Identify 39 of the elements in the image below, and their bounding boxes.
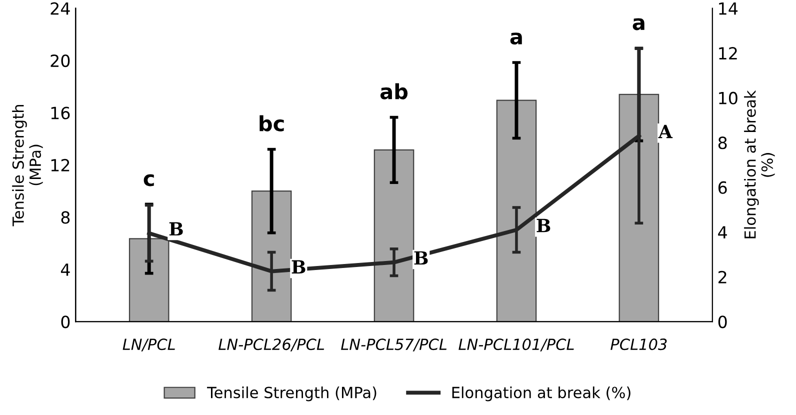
annotation: ab [380, 83, 408, 100]
legend-label: Tensile Strength (MPa) [207, 386, 376, 402]
x-tick-label: LN/PCL [122, 338, 175, 352]
x-tick-label: LN-PCL26/PCL [218, 338, 324, 352]
annotation: c [144, 174, 154, 186]
annotation: B [169, 222, 183, 236]
x-tick-label: LN-PCL57/PCL [341, 338, 447, 352]
y2-tick-label: 2 [718, 270, 726, 284]
bar [496, 100, 537, 322]
annotation: a [510, 32, 522, 45]
y2-tick-label: 6 [718, 181, 727, 194]
annotation: a [632, 18, 644, 30]
annotation: B [414, 251, 428, 265]
bar [618, 94, 660, 322]
y-tick-label: 24 [50, 2, 70, 15]
annotation: B [292, 260, 306, 274]
annotation: B [536, 218, 550, 232]
y2-tick-label: 4 [718, 226, 727, 238]
y-axis-title: Tensile Strength (MPa) [12, 104, 43, 226]
annotation: A [658, 124, 673, 138]
y2-tick-label: 12 [719, 47, 737, 60]
y2-tick-label: 8 [718, 136, 727, 150]
y2-tick-label: 14 [719, 2, 738, 15]
y-tick-label: 0 [61, 316, 70, 328]
y-tick-label: 8 [61, 211, 70, 224]
bar [128, 238, 170, 322]
y2-axis-title: Elongation at break (%) [744, 90, 775, 238]
y-tick-label: 16 [51, 106, 70, 120]
y2-tick-label: 10 [719, 92, 738, 104]
annotation: bc [260, 115, 284, 132]
y-tick-label: 12 [51, 158, 70, 172]
bar [374, 149, 414, 322]
y-tick-label: 4 [60, 264, 70, 276]
x-tick-label: PCL103 [610, 338, 667, 350]
y2-tick-label: 0 [718, 316, 727, 328]
y-tick-label: 20 [50, 54, 70, 68]
x-tick-label: LN-PCL101/PCL [458, 338, 574, 352]
bar [251, 190, 292, 322]
legend-label: Elongation at break (%) [452, 386, 630, 402]
